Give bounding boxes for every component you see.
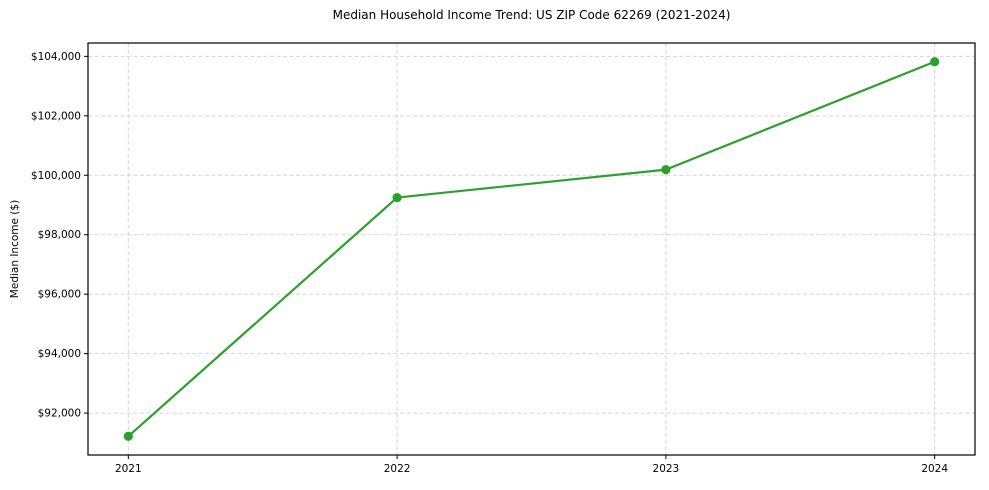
chart-title: Median Household Income Trend: US ZIP Co… [332,8,731,22]
y-tick-label: $102,000 [31,110,81,122]
trend-line [127,60,936,438]
plot-border [87,42,976,456]
y-tick-label: $104,000 [31,51,81,63]
data-point-2021 [123,431,133,441]
x-tick-label: 2023 [653,463,680,475]
data-point-2024 [930,57,940,67]
y-tick-label: $92,000 [38,408,81,420]
y-tick-label: $96,000 [38,289,81,301]
y-tick-label: $100,000 [31,170,81,182]
x-tick-label: 2024 [921,463,948,475]
y-tick-label: $94,000 [38,348,81,360]
data-point-2023 [661,165,671,175]
x-tick-label: 2022 [384,463,411,475]
x-tick-label: 2021 [115,463,142,475]
data-point-2022 [392,192,402,203]
y-tick-label: $98,000 [38,229,81,241]
